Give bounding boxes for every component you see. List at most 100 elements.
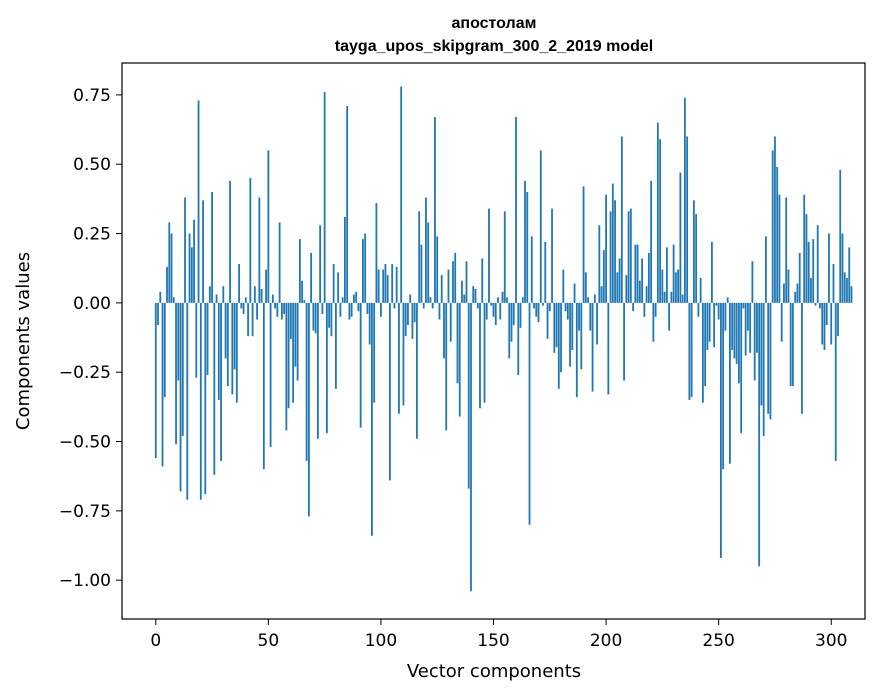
bar-174 bbox=[546, 302, 549, 339]
y-tick-label-6: 0.50 bbox=[73, 155, 111, 175]
bar-302 bbox=[834, 302, 837, 461]
bar-226 bbox=[663, 291, 666, 303]
bar-113 bbox=[409, 294, 412, 303]
bar-170 bbox=[537, 302, 540, 323]
bar-42 bbox=[249, 178, 252, 303]
y-tick-label-7: 0.75 bbox=[73, 86, 111, 106]
bar-144 bbox=[479, 302, 481, 409]
bar-89 bbox=[355, 291, 358, 303]
bar-183 bbox=[566, 302, 569, 320]
bar-107 bbox=[395, 266, 398, 303]
bar-304 bbox=[839, 169, 842, 303]
bar-254 bbox=[726, 297, 729, 303]
bar-75 bbox=[323, 92, 326, 303]
bar-268 bbox=[758, 302, 761, 567]
bar-101 bbox=[382, 269, 385, 303]
bar-156 bbox=[506, 297, 508, 303]
bar-149 bbox=[490, 302, 493, 306]
bar-133 bbox=[454, 252, 457, 303]
bar-103 bbox=[386, 275, 389, 303]
bar-52 bbox=[271, 294, 274, 303]
bar-281 bbox=[787, 269, 790, 303]
bar-69 bbox=[310, 252, 313, 303]
bar-196 bbox=[596, 302, 598, 345]
bar-297 bbox=[823, 302, 826, 351]
bar-295 bbox=[819, 302, 821, 309]
bar-199 bbox=[602, 250, 605, 303]
bar-98 bbox=[375, 203, 378, 303]
bar-193 bbox=[589, 302, 592, 331]
bar-88 bbox=[353, 294, 355, 303]
bar-40 bbox=[244, 297, 247, 303]
bar-105 bbox=[391, 264, 394, 303]
bar-290 bbox=[807, 241, 810, 303]
bar-126 bbox=[438, 302, 441, 320]
bar-108 bbox=[398, 302, 400, 414]
bar-223 bbox=[656, 122, 659, 303]
bar-129 bbox=[445, 302, 448, 431]
bar-109 bbox=[400, 86, 403, 303]
bar-286 bbox=[798, 252, 801, 303]
bar-77 bbox=[328, 302, 331, 328]
bar-10 bbox=[177, 302, 180, 381]
bar-177 bbox=[553, 302, 556, 353]
bar-190 bbox=[582, 186, 585, 303]
bar-137 bbox=[463, 294, 466, 303]
bar-147 bbox=[485, 302, 488, 320]
bar-242 bbox=[699, 277, 702, 303]
bar-165 bbox=[526, 191, 529, 303]
bar-230 bbox=[672, 244, 675, 303]
bar-20 bbox=[199, 302, 202, 500]
bar-164 bbox=[524, 180, 526, 303]
bar-19 bbox=[197, 100, 200, 303]
bar-225 bbox=[661, 269, 664, 303]
bar-37 bbox=[238, 264, 240, 303]
bar-308 bbox=[848, 247, 851, 303]
bar-237 bbox=[688, 302, 691, 400]
bar-201 bbox=[607, 302, 610, 395]
bar-47 bbox=[260, 289, 263, 303]
bar-253 bbox=[724, 302, 727, 331]
bar-127 bbox=[440, 275, 443, 303]
bar-21 bbox=[202, 200, 204, 303]
bar-218 bbox=[645, 286, 648, 303]
bar-114 bbox=[411, 302, 414, 339]
bar-65 bbox=[301, 280, 304, 303]
bar-78 bbox=[330, 302, 333, 337]
bar-168 bbox=[533, 302, 535, 309]
bar-207 bbox=[620, 136, 623, 303]
bar-186 bbox=[573, 283, 576, 303]
bar-1 bbox=[157, 302, 159, 326]
bar-248 bbox=[713, 302, 716, 348]
bar-194 bbox=[591, 302, 594, 392]
bar-278 bbox=[780, 302, 783, 342]
bar-12 bbox=[181, 302, 184, 436]
bar-115 bbox=[413, 302, 416, 323]
bar-274 bbox=[771, 150, 774, 303]
bar-172 bbox=[542, 302, 544, 306]
bar-229 bbox=[670, 291, 673, 303]
bar-60 bbox=[289, 302, 292, 339]
bar-125 bbox=[436, 236, 439, 303]
bar-243 bbox=[701, 302, 704, 403]
bar-7 bbox=[170, 233, 173, 303]
bar-191 bbox=[584, 272, 587, 303]
bar-282 bbox=[789, 302, 792, 387]
y-tick-label-5: 0.25 bbox=[73, 225, 111, 245]
bar-22 bbox=[204, 302, 207, 495]
bar-91 bbox=[359, 302, 362, 428]
bar-160 bbox=[515, 117, 517, 303]
bar-110 bbox=[402, 302, 405, 406]
bar-36 bbox=[235, 302, 238, 403]
bar-8 bbox=[172, 297, 175, 303]
bar-58 bbox=[285, 302, 288, 431]
bar-221 bbox=[652, 302, 655, 342]
bar-11 bbox=[179, 302, 182, 492]
bar-163 bbox=[521, 297, 524, 303]
bar-9 bbox=[175, 302, 177, 445]
bar-66 bbox=[303, 300, 306, 303]
bar-241 bbox=[697, 302, 700, 317]
bar-245 bbox=[706, 302, 709, 351]
bar-59 bbox=[287, 302, 290, 409]
